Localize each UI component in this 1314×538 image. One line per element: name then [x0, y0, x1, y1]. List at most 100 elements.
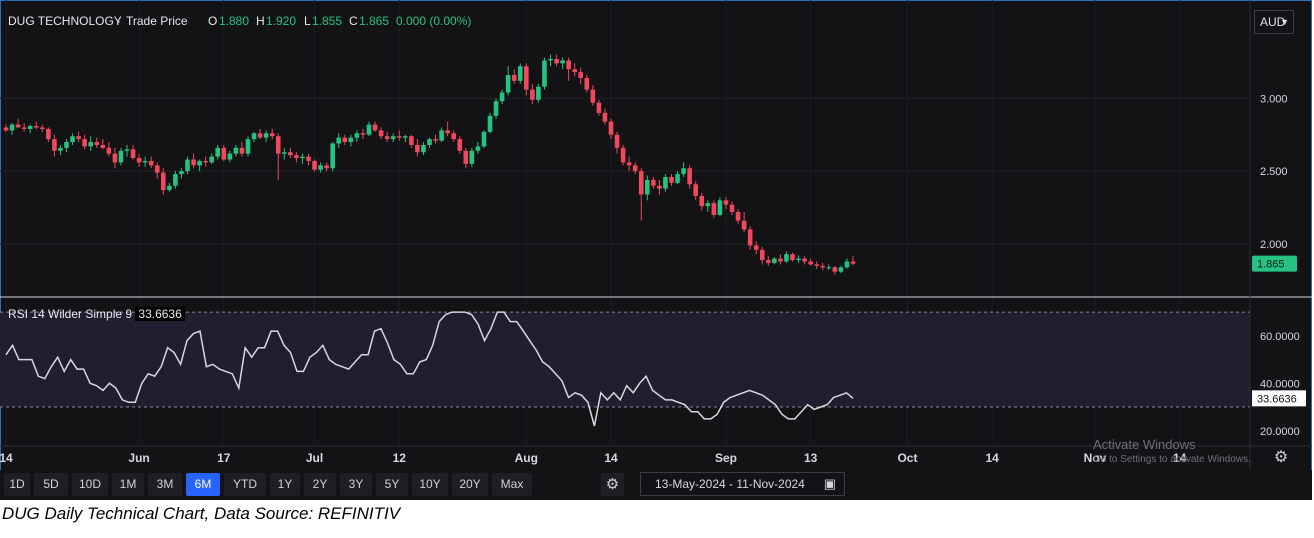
rsi-axis[interactable]: 60.0000 40.0000 20.0000 — [1260, 331, 1300, 438]
candle — [52, 134, 57, 157]
candle-body — [239, 147, 245, 154]
candle-body — [52, 139, 57, 151]
candle — [802, 255, 807, 265]
candle-body — [439, 130, 444, 141]
candle-body — [173, 174, 178, 186]
timeframe-button-1d[interactable]: 1D — [4, 473, 30, 496]
candle-body — [396, 136, 402, 138]
timeframe-button-10d[interactable]: 10D — [72, 473, 108, 496]
timeframe-button-2y[interactable]: 2Y — [304, 473, 336, 496]
candle — [294, 152, 299, 163]
candle-body — [360, 133, 366, 135]
candle-body — [40, 127, 45, 129]
currency-dropdown[interactable]: AUD ▼ — [1254, 10, 1294, 34]
candle-body — [699, 195, 705, 207]
high-label: H — [256, 14, 265, 28]
candle — [15, 118, 21, 128]
price-and-rsi-chart[interactable]: 3.000 2.500 2.000 60.0000 40.0000 20.0000 14… — [0, 0, 1314, 500]
timeframe-button-5y[interactable]: 5Y — [376, 473, 408, 496]
timeframe-button-max[interactable]: Max — [492, 473, 532, 496]
candle — [766, 255, 771, 266]
candle-body — [560, 60, 565, 64]
candle-body — [154, 165, 160, 173]
candle — [548, 54, 553, 67]
time-tick-label: 12 — [393, 451, 407, 465]
candle — [596, 99, 602, 116]
candle — [814, 261, 819, 269]
timeframe-settings-button[interactable]: ⚙ — [601, 473, 624, 496]
candle-body — [747, 229, 753, 246]
candle-body — [233, 147, 239, 154]
candle-body — [427, 139, 432, 145]
timeframe-button-1y[interactable]: 1Y — [270, 473, 300, 496]
candle — [378, 127, 384, 140]
candle — [469, 147, 475, 167]
candle — [584, 75, 590, 93]
candle-body — [784, 254, 789, 262]
timeframe-button-5d[interactable]: 5D — [34, 473, 68, 496]
candle — [463, 147, 469, 169]
candle-body — [282, 152, 287, 154]
timeframe-button-6m[interactable]: 6M — [186, 473, 220, 496]
time-axis[interactable]: 14 Jun 17 Jul 12 Aug 14 Sep 13 Oct 14 Nov 14 — [0, 451, 1187, 465]
candle — [354, 130, 360, 143]
separator-dot: · — [117, 14, 121, 28]
timeframe-button-20y[interactable]: 20Y — [452, 473, 488, 496]
close-value: 1.865 — [359, 14, 390, 28]
date-range-picker[interactable]: 13-May-2024 - 11-Nov-2024 ▣ — [640, 472, 845, 496]
gear-icon: ⚙ — [605, 476, 620, 493]
candle-body — [530, 89, 535, 100]
candle — [693, 181, 698, 201]
candle — [203, 156, 208, 167]
price-axis[interactable]: 3.000 2.500 2.000 — [1260, 93, 1288, 251]
candle — [233, 144, 239, 157]
candle-body — [136, 158, 142, 163]
candle — [306, 153, 311, 166]
candle-body — [838, 267, 844, 272]
candle — [717, 197, 723, 217]
rsi-tick-label: 20.0000 — [1260, 426, 1300, 438]
candle-body — [257, 133, 263, 138]
candle — [142, 156, 148, 167]
timeframe-button-ytd[interactable]: YTD — [224, 473, 266, 496]
candle — [227, 150, 233, 163]
candle-body — [306, 156, 311, 161]
candle — [487, 112, 493, 134]
candle-body — [9, 124, 15, 131]
candle-body — [342, 137, 348, 143]
candle-body — [790, 254, 795, 261]
currency-label: AUD — [1260, 15, 1286, 29]
candle — [536, 83, 541, 103]
candle-body — [602, 112, 608, 122]
candle — [675, 171, 680, 185]
candle-body — [832, 267, 838, 272]
candle-body — [409, 136, 414, 145]
chart-settings-icon[interactable]: ⚙ — [1273, 449, 1289, 466]
candle — [850, 255, 856, 266]
candle — [566, 57, 571, 81]
candle-body — [324, 165, 329, 169]
candle-body — [711, 203, 717, 215]
candle-body — [179, 171, 184, 175]
candle-body — [651, 179, 656, 186]
activate-windows-title: Activate Windows — [1093, 437, 1196, 452]
candle-body — [203, 160, 208, 163]
time-tick-label: 14 — [1173, 451, 1187, 465]
candle-body — [106, 147, 112, 154]
candle — [711, 200, 717, 218]
timeframe-button-10y[interactable]: 10Y — [412, 473, 448, 496]
timeframe-button-3y[interactable]: 3Y — [340, 473, 372, 496]
candle — [651, 176, 656, 189]
timeframe-button-3m[interactable]: 3M — [148, 473, 182, 496]
candle — [82, 134, 87, 150]
candle-body — [161, 172, 166, 191]
candle-body — [584, 77, 590, 90]
rsi-series — [5, 311, 854, 427]
candle — [657, 179, 662, 195]
low-value: 1.855 — [312, 14, 343, 28]
candle-body — [384, 136, 390, 140]
candle — [390, 133, 396, 143]
timeframe-button-1m[interactable]: 1M — [112, 473, 144, 496]
candle — [439, 127, 444, 143]
candle-body — [626, 162, 632, 166]
